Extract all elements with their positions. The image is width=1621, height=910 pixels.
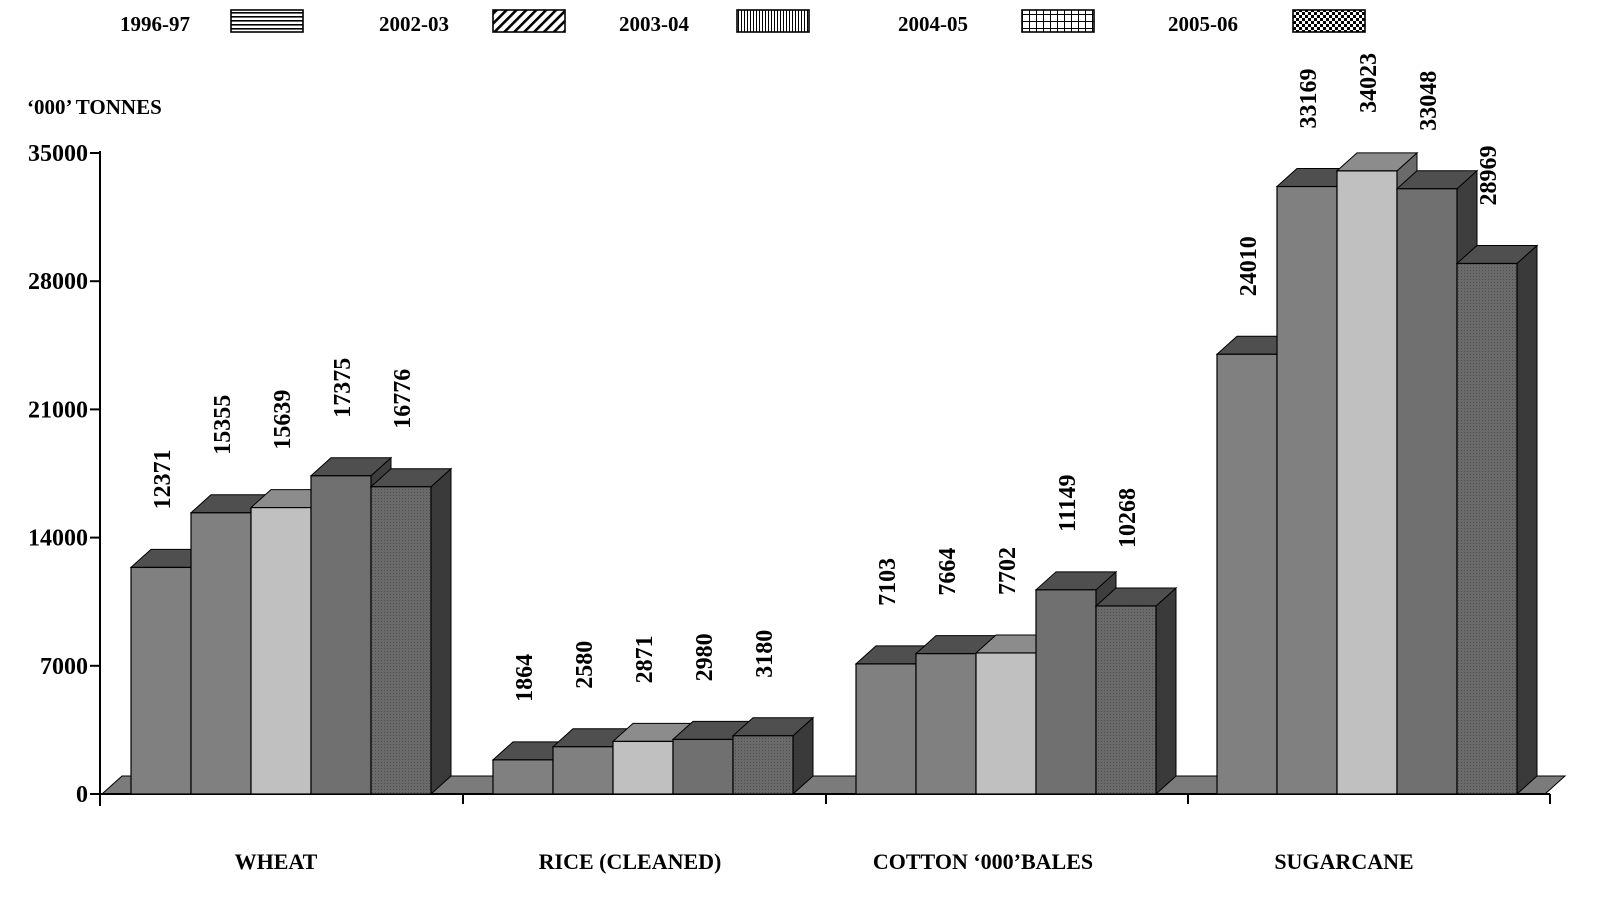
y-axis-title: ‘000’ TONNES xyxy=(27,95,162,119)
data-label-sugarcane-1996-97: 24010 xyxy=(1236,236,1262,296)
bar-rice-cleaned-2005-06 xyxy=(731,716,815,796)
data-label-cotton-000-bales-2003-04: 7702 xyxy=(995,547,1021,595)
data-label-rice-cleaned-2004-05: 2980 xyxy=(692,633,718,681)
bar-front xyxy=(310,475,372,795)
data-label-rice-cleaned-2005-06: 3180 xyxy=(752,630,778,678)
legend-swatch-2005-06 xyxy=(1292,9,1366,33)
bar-front xyxy=(1456,262,1518,795)
bar-front xyxy=(370,486,432,795)
y-tick-label: 14000 xyxy=(28,526,88,552)
bar-sugarcane-2005-06 xyxy=(1455,244,1539,796)
data-label-rice-cleaned-2003-04: 2871 xyxy=(632,635,658,683)
bar-front xyxy=(1336,170,1398,795)
data-label-rice-cleaned-1996-97: 1864 xyxy=(512,654,538,702)
bar-front xyxy=(1095,605,1157,795)
data-label-wheat-2005-06: 16776 xyxy=(390,369,416,429)
legend-label-2004-05: 2004-05 xyxy=(898,12,968,36)
y-tick-label: 35000 xyxy=(28,141,88,167)
y-tick-label: 7000 xyxy=(40,654,88,680)
category-label-cotton-000-bales: COTTON ‘000’BALES xyxy=(873,849,1093,874)
bar-side xyxy=(1155,586,1177,796)
data-labels: 12371 15355 15639 17375 16776 1864 2580 2871 298… xyxy=(150,53,1502,702)
y-tick-label: 28000 xyxy=(28,269,88,295)
data-label-cotton-000-bales-2002-03: 7664 xyxy=(935,548,961,596)
bar-front xyxy=(915,653,977,795)
y-tick-label: 21000 xyxy=(28,397,88,423)
bar-front xyxy=(1276,185,1338,795)
legend-label-1996-97: 1996-97 xyxy=(120,12,190,36)
legend-label-2002-03: 2002-03 xyxy=(379,12,449,36)
data-label-cotton-000-bales-1996-97: 7103 xyxy=(875,558,901,606)
legend-swatch-2004-05 xyxy=(1021,9,1095,33)
data-label-sugarcane-2003-04: 34023 xyxy=(1356,53,1382,113)
data-label-sugarcane-2005-06: 28969 xyxy=(1476,145,1502,205)
bar-front xyxy=(1216,353,1278,795)
bar-front xyxy=(975,652,1037,795)
bar-front xyxy=(250,506,312,795)
category-label-wheat: WHEAT xyxy=(235,849,318,874)
bar-side xyxy=(430,467,452,796)
bar-front xyxy=(1396,188,1458,795)
bars xyxy=(129,151,1539,796)
legend-swatch-1996-97 xyxy=(230,9,304,33)
legend-swatch-2002-03 xyxy=(492,9,566,33)
legend-label-2003-04: 2003-04 xyxy=(619,12,689,36)
data-label-wheat-1996-97: 12371 xyxy=(150,449,176,509)
legend-label-2005-06: 2005-06 xyxy=(1168,12,1238,36)
bar-front xyxy=(732,735,794,795)
category-label-sugarcane: SUGARCANE xyxy=(1274,849,1413,874)
bar-cotton-000-bales-2005-06 xyxy=(1094,586,1178,796)
bar-front xyxy=(190,512,252,795)
data-label-rice-cleaned-2002-03: 2580 xyxy=(572,641,598,689)
legend-swatch-2003-04 xyxy=(736,9,810,33)
data-label-wheat-2004-05: 17375 xyxy=(330,358,356,418)
data-label-wheat-2002-03: 15355 xyxy=(210,395,236,455)
data-label-sugarcane-2002-03: 33169 xyxy=(1296,69,1322,129)
legend: 1996-97 2002-03 2003-04 2004-05 2005-06 xyxy=(120,9,1366,36)
bar-front xyxy=(130,566,192,795)
bar-front xyxy=(612,740,674,795)
bar-front xyxy=(492,759,554,795)
data-label-sugarcane-2004-05: 33048 xyxy=(1416,71,1442,131)
bar-wheat-2005-06 xyxy=(369,467,453,796)
bar-front xyxy=(855,663,917,795)
category-label-rice-cleaned: RICE (CLEANED) xyxy=(539,849,722,874)
y-tick-label: 0 xyxy=(76,782,88,808)
bar-front xyxy=(552,746,614,795)
bar-front xyxy=(1035,589,1097,795)
data-label-wheat-2003-04: 15639 xyxy=(270,390,296,450)
bar-front xyxy=(672,738,734,795)
bar-side xyxy=(1516,244,1538,796)
data-label-cotton-000-bales-2004-05: 11149 xyxy=(1055,474,1081,531)
data-label-cotton-000-bales-2005-06: 10268 xyxy=(1115,488,1141,548)
